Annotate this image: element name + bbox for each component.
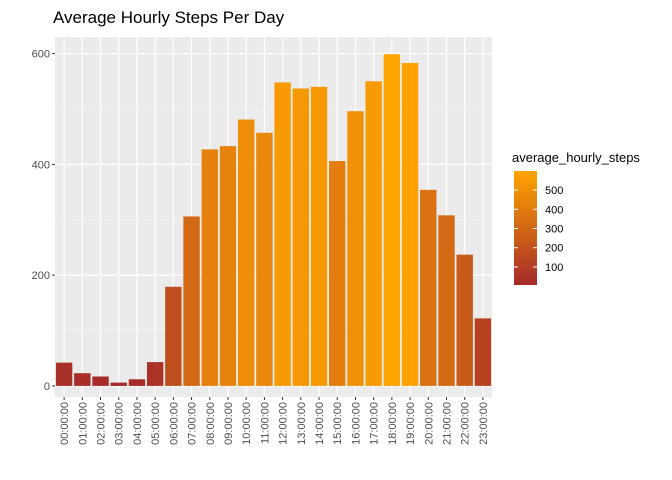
bar-07 bbox=[183, 216, 200, 386]
bar-02 bbox=[92, 376, 109, 386]
x-tick-label: 20:00:00 bbox=[423, 402, 435, 445]
bar-15 bbox=[329, 161, 346, 386]
x-tick-label: 12:00:00 bbox=[278, 402, 290, 445]
bar-18 bbox=[383, 54, 401, 386]
legend-label: 500 bbox=[545, 185, 563, 197]
x-tick-label: 07:00:00 bbox=[187, 402, 199, 445]
bar-14 bbox=[310, 86, 328, 386]
plot-panel: 0 200 400 600 00:00:00 01:00:00 02:00:00 03:00:… bbox=[32, 37, 492, 445]
legend-title: average_hourly_steps bbox=[512, 150, 640, 165]
bar-09 bbox=[219, 146, 237, 386]
y-tick-label: 200 bbox=[32, 270, 50, 282]
chart-title: Average Hourly Steps Per Day bbox=[53, 8, 285, 27]
legend-colorbar bbox=[514, 171, 537, 285]
bar-04 bbox=[128, 379, 146, 386]
x-tick-label: 16:00:00 bbox=[350, 402, 362, 445]
y-tick-label: 600 bbox=[32, 49, 50, 61]
panel-background bbox=[55, 37, 492, 397]
bar-22 bbox=[456, 254, 473, 386]
x-tick-label: 15:00:00 bbox=[332, 402, 344, 445]
bar-23 bbox=[474, 318, 492, 386]
legend-label: 400 bbox=[545, 204, 563, 216]
legend-label: 100 bbox=[545, 262, 563, 274]
x-tick-label: 21:00:00 bbox=[441, 402, 453, 445]
x-tick-label: 10:00:00 bbox=[241, 402, 253, 445]
color-legend: average_hourly_steps 500 400 300 200 100 bbox=[512, 150, 640, 285]
legend-label: 300 bbox=[545, 223, 563, 235]
bar-16 bbox=[347, 111, 364, 386]
bar-11 bbox=[256, 132, 273, 386]
x-tick-label: 11:00:00 bbox=[259, 402, 271, 444]
x-tick-label: 00:00:00 bbox=[59, 402, 71, 445]
x-tick-label: 06:00:00 bbox=[168, 402, 180, 445]
bar-06 bbox=[165, 286, 182, 386]
x-tick-label: 02:00:00 bbox=[96, 402, 108, 445]
x-tick-label: 19:00:00 bbox=[405, 402, 417, 445]
x-tick-label: 05:00:00 bbox=[150, 402, 162, 445]
x-tick-label: 03:00:00 bbox=[114, 402, 126, 445]
y-tick-label: 400 bbox=[32, 159, 50, 171]
x-tick-label: 13:00:00 bbox=[296, 402, 308, 445]
x-tick-label: 01:00:00 bbox=[77, 402, 89, 445]
bar-12 bbox=[274, 82, 291, 386]
bar-13 bbox=[292, 88, 310, 386]
bar-01 bbox=[74, 373, 91, 386]
bar-10 bbox=[237, 119, 255, 386]
bar-00 bbox=[55, 362, 73, 386]
x-tick-label: 04:00:00 bbox=[132, 402, 144, 445]
bar-05 bbox=[146, 362, 164, 386]
bar-21 bbox=[438, 215, 455, 386]
bar-03 bbox=[110, 382, 127, 386]
x-tick-label: 14:00:00 bbox=[314, 402, 326, 445]
x-tick-label: 18:00:00 bbox=[387, 402, 399, 445]
x-tick-label: 23:00:00 bbox=[478, 402, 490, 445]
x-tick-label: 09:00:00 bbox=[223, 402, 235, 445]
y-tick-label: 0 bbox=[44, 381, 50, 393]
x-tick-label: 22:00:00 bbox=[460, 402, 472, 445]
bar-19 bbox=[401, 63, 419, 386]
bar-20 bbox=[420, 189, 437, 386]
legend-label: 200 bbox=[545, 243, 563, 255]
x-tick-label: 17:00:00 bbox=[369, 402, 381, 445]
bar-08 bbox=[201, 149, 218, 386]
x-tick-label: 08:00:00 bbox=[205, 402, 217, 445]
bar-17 bbox=[365, 81, 382, 386]
